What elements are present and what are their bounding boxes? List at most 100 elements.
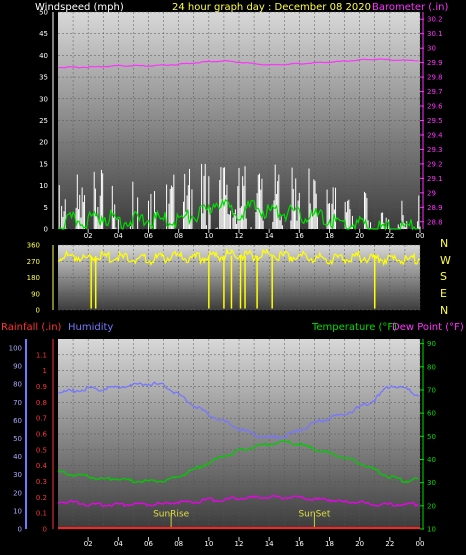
humidity-tick-label: 90 <box>13 363 22 371</box>
humidity-tick-label: 10 <box>13 507 22 515</box>
rainfall-tick-label: 0.6 <box>36 431 48 439</box>
y-tick-label: 25 <box>39 117 48 125</box>
graph-title: 24 hour graph day : December 08 2020 <box>172 2 371 13</box>
rainfall-tick-label: 0.9 <box>36 383 47 391</box>
y2-tick-label: 29.1 <box>427 175 443 183</box>
y2-tick-label: 29.5 <box>427 117 443 125</box>
y2-tick-label: 30 <box>427 45 436 53</box>
y-tick-label: 40 <box>39 52 48 60</box>
x-tick-label: 22 <box>385 232 394 240</box>
compass-label: S <box>440 270 447 283</box>
x-tick-label: 16 <box>295 232 304 240</box>
temperature-tick-label: 40 <box>427 456 436 464</box>
temperature-tick-label: 70 <box>427 386 436 394</box>
temperature-tick-label: 20 <box>427 502 436 510</box>
x-tick-label: 02 <box>84 540 93 548</box>
y-tick-label: 10 <box>39 182 48 190</box>
barometer-label: Barometer (.in) <box>372 2 448 13</box>
compass-label: W <box>440 254 451 267</box>
x-tick-label: 08 <box>174 232 183 240</box>
y-tick-label: 35 <box>39 74 48 82</box>
temperature-tick-label: 10 <box>427 526 436 534</box>
y-tick-label: 270 <box>27 258 40 266</box>
humidity-label: Humidity <box>68 322 113 333</box>
humidity-tick-label: 40 <box>13 453 22 461</box>
wind-barometer-panel: 0 5 10 15 20 25 30 35 40 45 50 28.8 28.9 29 29.1 29.2 29… <box>39 9 443 241</box>
x-tick-label: 10 <box>204 540 213 548</box>
panel-series <box>57 247 421 309</box>
y2-tick-label: 28.9 <box>427 204 443 212</box>
wind-direction-line <box>57 247 421 267</box>
x-tick-label: 10 <box>204 232 213 240</box>
dewpoint-label: Dew Point (°F) <box>392 322 464 333</box>
x-tick-label: 00 <box>416 540 425 548</box>
x-tick-label: 22 <box>385 540 394 548</box>
y2-tick-label: 29.7 <box>427 88 443 96</box>
y-tick-label: 180 <box>27 274 40 282</box>
temperature-tick-label: 50 <box>427 433 436 441</box>
rainfall-tick-label: 1.1 <box>36 351 47 359</box>
humidity-line <box>57 381 419 440</box>
y2-tick-label: 29 <box>427 189 436 197</box>
humidity-tick-label: 50 <box>13 435 22 443</box>
dewpoint-line <box>57 494 419 508</box>
rainfall-tick-label: 0.1 <box>36 510 47 518</box>
x-tick-label: 18 <box>325 232 334 240</box>
x-tick-label: 20 <box>355 232 364 240</box>
windspeed-label: Windspeed (mph) <box>35 2 124 13</box>
sun-label: SunRise <box>153 509 190 519</box>
x-tick-label: 04 <box>114 540 123 548</box>
y-tick-label: 5 <box>44 204 48 212</box>
y2-tick-label: 29.9 <box>427 59 443 67</box>
compass-label: N <box>440 304 448 317</box>
y2-tick-label: 29.8 <box>427 74 443 82</box>
y-tick-label: 20 <box>39 139 48 147</box>
x-tick-label: 14 <box>265 232 274 240</box>
temperature-tick-label: 90 <box>427 340 436 348</box>
y-tick-label: 360 <box>27 242 40 250</box>
y-tick-label: 45 <box>39 30 48 38</box>
y2-tick-label: 30.1 <box>427 30 443 38</box>
sun-label: SunSet <box>298 509 330 519</box>
humidity-tick-label: 100 <box>9 345 22 353</box>
y-tick-label: 0 <box>36 307 40 315</box>
rainfall-tick-label: 1 <box>43 367 47 375</box>
y-tick-label: 30 <box>39 95 48 103</box>
barometer-line <box>58 58 419 69</box>
y2-tick-label: 29.2 <box>427 160 443 168</box>
y-tick-label: 15 <box>39 160 48 168</box>
compass-label: N <box>440 237 448 250</box>
y2-tick-label: 29.3 <box>427 146 443 154</box>
x-tick-label: 04 <box>114 232 123 240</box>
y2-tick-label: 30.2 <box>427 16 443 24</box>
y2-tick-label: 28.8 <box>427 218 443 226</box>
y-tick-label: 0 <box>44 226 48 234</box>
y2-tick-label: 29.4 <box>427 131 443 139</box>
x-tick-label: 02 <box>84 232 93 240</box>
rainfall-label: Rainfall (.in) <box>1 322 62 333</box>
x-tick-label: 20 <box>355 540 364 548</box>
x-tick-label: 14 <box>265 540 274 548</box>
rainfall-tick-label: 0.8 <box>36 399 47 407</box>
humidity-tick-label: 20 <box>13 489 22 497</box>
humidity-tick-label: 0 <box>18 526 22 534</box>
humidity-tick-label: 80 <box>13 381 22 389</box>
x-tick-label: 08 <box>174 540 183 548</box>
rainfall-tick-label: 0.7 <box>36 415 47 423</box>
rainfall-tick-label: 0.2 <box>36 494 47 502</box>
x-tick-label: 06 <box>144 540 153 548</box>
temperature-tick-label: 60 <box>427 410 436 418</box>
x-tick-label: 16 <box>295 540 304 548</box>
panel-series <box>57 58 421 232</box>
x-tick-label: 18 <box>325 540 334 548</box>
x-tick-label: 00 <box>416 232 425 240</box>
panel-series: SunRise SunSet <box>57 381 420 529</box>
rainfall-tick-label: 0.4 <box>36 462 48 470</box>
rainfall-tick-label: 0.3 <box>36 478 47 486</box>
compass-label: E <box>440 287 447 300</box>
temperature-label: Temperature (°F) <box>311 322 397 333</box>
humidity-tick-label: 70 <box>13 399 22 407</box>
rainfall-tick-label: 0 <box>43 526 47 534</box>
